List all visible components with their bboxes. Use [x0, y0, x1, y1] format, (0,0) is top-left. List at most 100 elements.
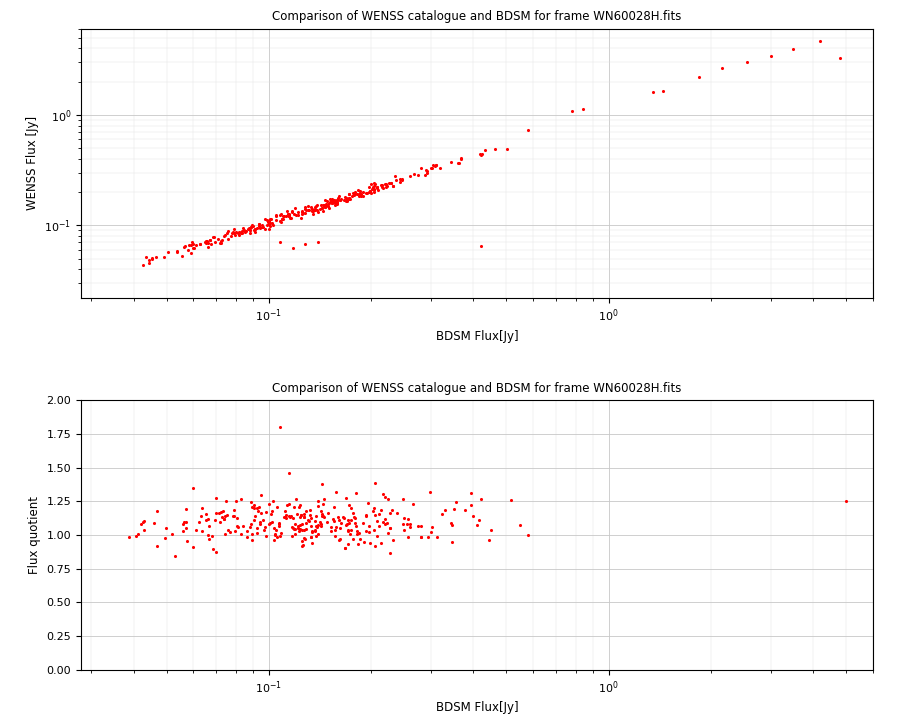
Point — [384, 177, 399, 189]
Point — [213, 235, 228, 246]
Point — [315, 478, 329, 490]
Point — [199, 235, 213, 246]
Point — [221, 525, 236, 536]
Point — [158, 251, 172, 263]
Point — [280, 205, 294, 217]
Point — [295, 207, 310, 218]
Point — [421, 531, 436, 543]
Point — [255, 219, 269, 230]
Point — [268, 528, 283, 539]
Point — [307, 204, 321, 216]
Point — [368, 510, 382, 521]
Point — [230, 521, 244, 532]
Point — [201, 241, 215, 253]
Point — [332, 522, 347, 534]
Point — [229, 226, 243, 238]
Point — [333, 533, 347, 544]
Point — [282, 210, 296, 222]
Point — [256, 523, 271, 535]
Point — [266, 522, 281, 534]
Point — [279, 509, 293, 521]
Point — [234, 227, 248, 238]
Point — [159, 523, 174, 534]
Point — [194, 510, 208, 521]
Point — [350, 189, 365, 200]
Point — [382, 523, 397, 534]
Point — [316, 498, 330, 510]
Point — [302, 515, 316, 526]
Point — [137, 516, 151, 527]
Point — [240, 531, 255, 543]
Point — [252, 502, 266, 513]
Point — [258, 223, 273, 235]
Point — [267, 534, 282, 545]
Point — [410, 169, 425, 181]
Point — [248, 226, 262, 238]
Point — [232, 226, 247, 238]
Point — [230, 521, 245, 533]
Point — [473, 149, 488, 161]
Point — [356, 536, 371, 548]
Point — [227, 505, 241, 516]
Point — [278, 505, 293, 517]
Point — [397, 512, 411, 523]
Point — [247, 224, 261, 235]
Point — [270, 532, 284, 544]
Point — [253, 516, 267, 528]
Point — [344, 502, 358, 513]
Point — [226, 510, 240, 522]
Point — [298, 533, 312, 544]
Point — [222, 526, 237, 538]
Point — [202, 237, 216, 248]
Point — [376, 516, 391, 528]
Point — [302, 204, 316, 216]
Point — [400, 513, 415, 525]
Point — [382, 178, 396, 189]
Point — [419, 166, 434, 177]
Point — [291, 209, 305, 220]
Point — [333, 194, 347, 206]
Point — [367, 180, 382, 192]
Point — [379, 179, 393, 190]
Point — [287, 208, 302, 220]
Point — [364, 187, 378, 199]
Point — [482, 534, 496, 546]
Point — [332, 515, 347, 526]
Point — [276, 210, 291, 222]
Point — [316, 200, 330, 212]
Point — [464, 499, 478, 510]
Point — [343, 193, 357, 204]
Point — [303, 531, 318, 543]
Point — [167, 550, 182, 562]
Point — [346, 534, 360, 545]
Point — [310, 519, 325, 531]
Point — [324, 525, 338, 536]
Point — [311, 528, 326, 540]
Point — [282, 510, 296, 522]
Point — [348, 487, 363, 499]
Point — [341, 499, 356, 510]
Point — [403, 521, 418, 533]
Point — [298, 238, 312, 250]
Point — [386, 180, 400, 192]
Point — [338, 192, 353, 204]
Point — [285, 531, 300, 542]
Point — [262, 215, 276, 227]
Point — [263, 220, 277, 232]
Point — [360, 187, 374, 199]
Point — [227, 222, 241, 234]
Point — [142, 254, 157, 266]
Point — [294, 536, 309, 547]
Point — [358, 187, 373, 199]
Point — [203, 235, 218, 246]
Point — [377, 513, 392, 525]
Point — [362, 526, 376, 538]
Point — [392, 176, 407, 188]
Point — [294, 206, 309, 217]
Point — [274, 210, 288, 221]
Point — [338, 191, 352, 202]
Point — [346, 189, 361, 201]
Point — [294, 510, 309, 521]
Point — [328, 524, 342, 536]
Point — [374, 179, 389, 191]
